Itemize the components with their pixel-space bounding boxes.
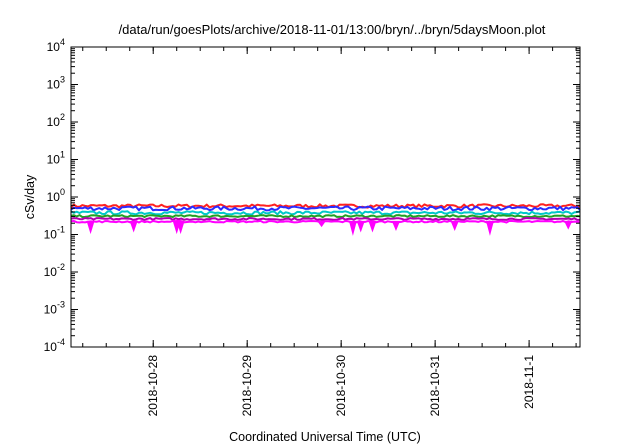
y-tick-base: 10	[44, 228, 58, 242]
dip-spike	[356, 220, 365, 233]
series-line-4	[70, 214, 581, 219]
y-tick-exponent: 1	[60, 150, 65, 160]
y-tick-label: 10-2	[44, 262, 65, 279]
series-line-2	[70, 205, 581, 212]
y-tick-exponent: -3	[57, 300, 65, 310]
dip-spike	[176, 220, 185, 235]
x-tick-label: 2018-10-30	[334, 355, 348, 417]
dip-spike	[450, 220, 459, 232]
dip-spike	[129, 220, 138, 233]
y-tick-label: 103	[47, 75, 65, 92]
dip-spike	[348, 220, 357, 236]
y-tick-exponent: 2	[60, 112, 65, 122]
y-tick-label: 101	[47, 150, 65, 167]
y-tick-exponent: -1	[57, 225, 65, 235]
y-tick-base: 10	[47, 78, 61, 92]
y-tick-exponent: -4	[57, 337, 65, 347]
series-line-5	[70, 217, 580, 221]
y-tick-label: 10-3	[44, 300, 65, 317]
y-axis-label: cSv/day	[23, 174, 37, 219]
dip-spike	[86, 220, 95, 235]
y-tick-label: 104	[47, 37, 65, 54]
y-tick-base: 10	[47, 190, 61, 204]
dip-spike	[317, 220, 327, 228]
y-tick-label: 10-4	[44, 337, 65, 354]
y-tick-exponent: 0	[60, 187, 65, 197]
y-tick-label: 102	[47, 112, 65, 129]
x-axis-label: Coordinated Universal Time (UTC)	[229, 430, 421, 444]
dip-spike	[368, 220, 377, 233]
dip-spike	[564, 220, 573, 230]
y-tick-exponent: 3	[60, 75, 65, 85]
y-tick-label: 10-1	[44, 225, 65, 242]
y-tick-exponent: -2	[57, 262, 65, 272]
series-line-1	[70, 203, 581, 209]
tick-layer: 10-410-310-210-11001011021031042018-10-2…	[44, 37, 580, 416]
x-tick-label: 2018-10-28	[146, 355, 160, 417]
y-tick-base: 10	[47, 153, 61, 167]
y-tick-base: 10	[47, 115, 61, 129]
dip-spike	[485, 220, 494, 236]
plot-frame	[70, 46, 581, 348]
x-tick-label: 2018-10-29	[240, 355, 254, 417]
dip-spike	[391, 220, 401, 232]
x-tick-label: 2018-11-1	[522, 355, 536, 409]
y-tick-base: 10	[44, 303, 58, 317]
y-tick-label: 100	[47, 187, 65, 204]
y-tick-base: 10	[44, 265, 58, 279]
series-layer	[70, 203, 581, 236]
x-tick-label: 2018-10-31	[428, 355, 442, 417]
series-line-3	[70, 210, 581, 216]
y-tick-exponent: 4	[60, 37, 65, 47]
chart-title: /data/run/goesPlots/archive/2018-11-01/1…	[119, 22, 546, 37]
y-tick-base: 10	[44, 340, 58, 354]
y-tick-base: 10	[47, 40, 61, 54]
